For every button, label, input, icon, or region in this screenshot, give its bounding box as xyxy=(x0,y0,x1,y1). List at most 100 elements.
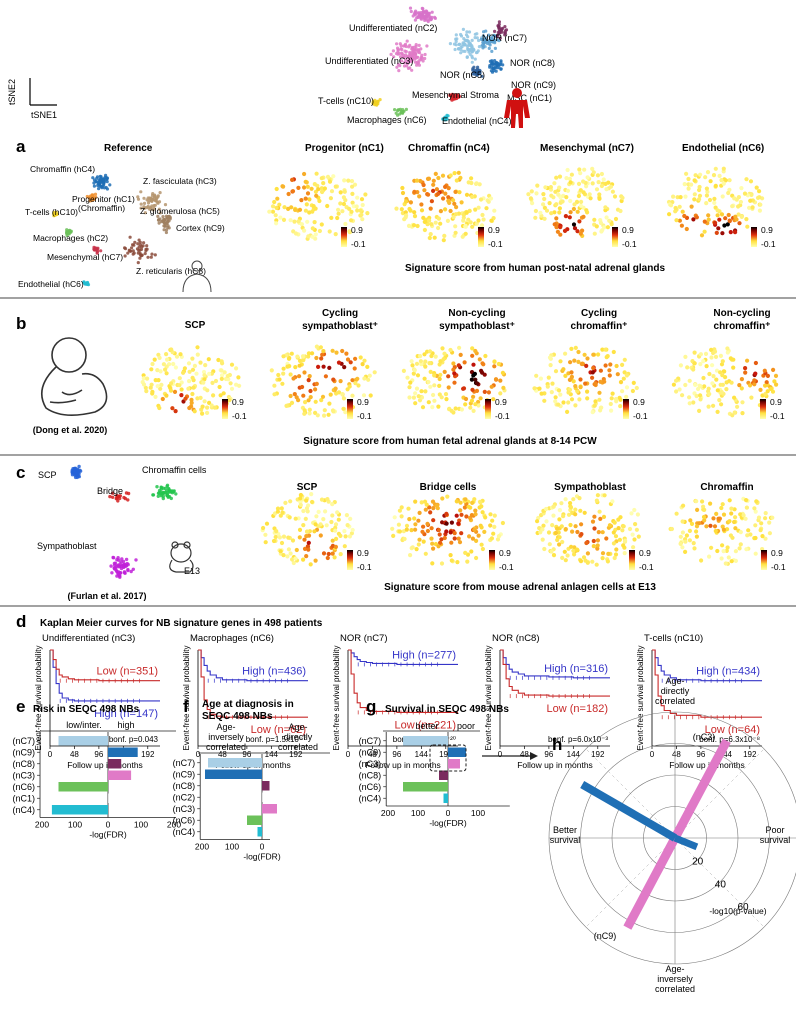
heat-dot xyxy=(689,521,695,527)
heat-dot xyxy=(274,186,279,192)
heat-dot xyxy=(697,408,702,413)
heat-dot xyxy=(727,519,732,524)
heat-dot xyxy=(581,555,587,560)
heat-dot xyxy=(492,513,497,518)
cell-dot xyxy=(490,70,495,74)
heat-dot xyxy=(410,545,415,550)
cell-dot xyxy=(472,65,476,69)
heat-dot xyxy=(304,498,309,503)
panel-b-source: (Dong et al. 2020) xyxy=(33,425,108,435)
heat-dot xyxy=(417,194,422,199)
label-e13: E13 xyxy=(184,566,200,576)
ref-label-hc1: Progenitor (hC1) xyxy=(72,194,135,204)
heat-dot xyxy=(225,373,230,379)
heat-dot xyxy=(469,377,474,382)
km-ylabel: Event-free survival probability xyxy=(34,646,43,751)
heat-dot xyxy=(475,381,480,386)
mouse-dot xyxy=(114,566,118,571)
heat-dot xyxy=(467,534,472,539)
heat-dot xyxy=(414,547,419,552)
heat-dot xyxy=(269,368,274,373)
heat-dot xyxy=(157,355,162,360)
heat-dot xyxy=(278,215,283,220)
heat-dot xyxy=(562,549,567,554)
heat-dot xyxy=(571,548,576,553)
heat-dot xyxy=(591,538,596,544)
heat-dot xyxy=(757,195,762,200)
heat-dot xyxy=(459,407,464,412)
heat-dot xyxy=(554,175,559,180)
heat-dot xyxy=(561,367,566,372)
map-title-noncyc-chrom-1: Non-cycling xyxy=(713,308,770,319)
heat-dot xyxy=(687,538,693,543)
cell-dot xyxy=(451,93,455,98)
heat-dot xyxy=(436,191,441,196)
heat-dot xyxy=(674,511,679,516)
heat-dot xyxy=(604,215,609,220)
heat-dot xyxy=(707,371,712,377)
cell-dot xyxy=(476,65,480,69)
heat-dot xyxy=(678,363,684,368)
heat-dot xyxy=(636,534,641,539)
cell-dot xyxy=(472,48,476,52)
cell-dot xyxy=(408,6,413,10)
heat-dot xyxy=(712,200,717,205)
heat-dot xyxy=(725,350,730,355)
heat-dot xyxy=(684,533,690,538)
heat-dot xyxy=(349,179,355,184)
heat-dot xyxy=(219,359,224,364)
km-curve-low xyxy=(198,649,308,718)
mouse-dot xyxy=(126,498,130,502)
heat-dot xyxy=(624,385,630,390)
heat-dot xyxy=(278,549,283,554)
heat-dot xyxy=(171,361,176,367)
heat-dot xyxy=(296,185,301,190)
heat-dot xyxy=(470,536,475,541)
km-tick-label: 96 xyxy=(94,750,103,759)
heat-dot xyxy=(426,400,431,405)
map-title-scp-c: SCP xyxy=(297,482,318,493)
cell-dot xyxy=(476,49,480,53)
bar-category-label: (nC7) xyxy=(359,736,382,746)
heat-dot xyxy=(739,386,744,391)
heat-dot xyxy=(744,498,749,503)
heat-dot xyxy=(733,526,738,531)
heat-dot xyxy=(618,515,623,520)
heat-dot xyxy=(568,198,573,204)
heat-dot xyxy=(474,555,479,561)
bar xyxy=(262,804,277,814)
km-tick-label: 144 xyxy=(719,750,733,759)
km-label-high: High (n=434) xyxy=(696,666,760,678)
heat-dot xyxy=(758,387,763,392)
km-tick-label: 0 xyxy=(48,750,53,759)
heat-dot xyxy=(479,504,484,509)
heat-dot xyxy=(438,359,443,364)
heat-dot xyxy=(437,383,442,388)
ref-label-chromaffin: (Chromaffin) xyxy=(78,203,125,213)
heat-dot xyxy=(710,381,715,386)
heat-dot xyxy=(448,347,453,353)
heat-dot xyxy=(714,230,719,235)
cell-dot xyxy=(490,49,494,54)
ref-dot xyxy=(150,252,154,256)
ref-label-hc2: Macrophages (hC2) xyxy=(33,233,108,243)
heat-dot xyxy=(429,199,434,204)
heat-dot xyxy=(590,410,595,415)
heat-dot xyxy=(350,527,355,533)
heat-dot xyxy=(421,539,426,544)
ref-label-hc3: Z. fasciculata (hC3) xyxy=(143,176,217,186)
heat-dot xyxy=(572,202,577,207)
ref-dot xyxy=(155,200,159,204)
ref-dot xyxy=(99,175,103,179)
heat-dot xyxy=(445,494,450,499)
cell-dot xyxy=(430,10,434,14)
heat-dot xyxy=(306,354,311,359)
heat-dot xyxy=(701,514,707,520)
heat-dot xyxy=(279,506,284,511)
heat-dot xyxy=(682,213,687,219)
heat-dot xyxy=(203,363,208,368)
color-scale-bar xyxy=(623,399,629,419)
heat-dot xyxy=(763,510,768,516)
heat-dot xyxy=(302,370,307,375)
heat-dot xyxy=(600,530,605,535)
